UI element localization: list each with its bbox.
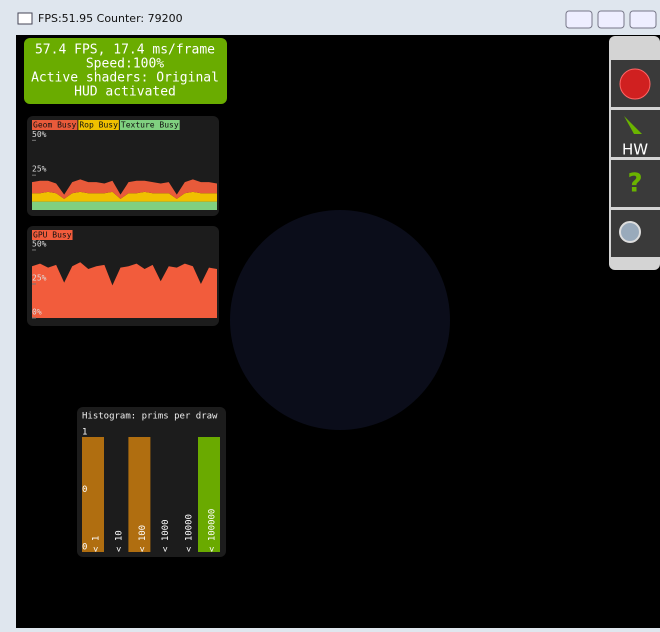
hud-line: Speed:100% — [86, 57, 164, 72]
y-tick-label: 0% — [32, 308, 42, 317]
x-tick-label: < 100 — [138, 525, 148, 552]
area — [32, 262, 217, 318]
close-icon — [619, 68, 651, 100]
y-tick-label: 50% — [32, 130, 47, 139]
y-tick-label: 0 — [82, 543, 87, 553]
legend-label: Texture Busy — [121, 121, 179, 130]
help-icon: ? — [627, 169, 642, 199]
area — [32, 191, 217, 202]
y-tick-label: 25% — [32, 165, 47, 174]
zoom-icon — [619, 221, 641, 243]
bar — [198, 437, 220, 552]
minimize-button[interactable] — [565, 10, 593, 29]
area — [32, 179, 217, 199]
y-tick-label: 50% — [32, 239, 47, 248]
bar — [128, 437, 151, 552]
window-title: FPS:51.95 Counter: 79200 — [38, 12, 183, 25]
hud-line: Active shaders: Original — [31, 71, 219, 86]
x-tick-label: < 1 — [92, 536, 102, 552]
area — [32, 201, 217, 210]
legend-swatch — [32, 120, 78, 130]
legend-swatch — [78, 120, 119, 130]
x-tick-label: < 100000 — [208, 509, 218, 552]
histogram-panel — [77, 407, 226, 557]
y-tick-label: 1 — [82, 428, 87, 438]
y-tick-label: 0 — [82, 485, 87, 495]
x-tick-label: < 10000 — [184, 514, 194, 552]
y-tick-label: 25% — [32, 273, 47, 282]
legend-swatch — [119, 120, 180, 130]
legend-label: GPU Busy — [33, 231, 72, 240]
hud-box — [24, 38, 227, 104]
x-tick-label: < 1000 — [161, 519, 171, 552]
app-icon — [17, 12, 33, 25]
maximize-button[interactable] — [597, 10, 625, 29]
hud-line: HUD activated — [74, 85, 176, 100]
legend-swatch — [32, 230, 73, 240]
legend-label: Rop Busy — [79, 121, 118, 130]
chart-title: Histogram: prims per draw — [82, 412, 218, 422]
cursor-icon — [624, 116, 642, 134]
x-tick-label: < 10 — [115, 530, 125, 552]
legend-label: Geom Busy — [33, 121, 77, 130]
globe — [230, 210, 450, 430]
close-button[interactable] — [629, 10, 657, 29]
hw-label: HW — [622, 141, 648, 159]
help-tool[interactable] — [611, 160, 660, 207]
bar — [82, 437, 104, 552]
hud-line: 57.4 FPS, 17.4 ms/frame — [35, 43, 215, 58]
